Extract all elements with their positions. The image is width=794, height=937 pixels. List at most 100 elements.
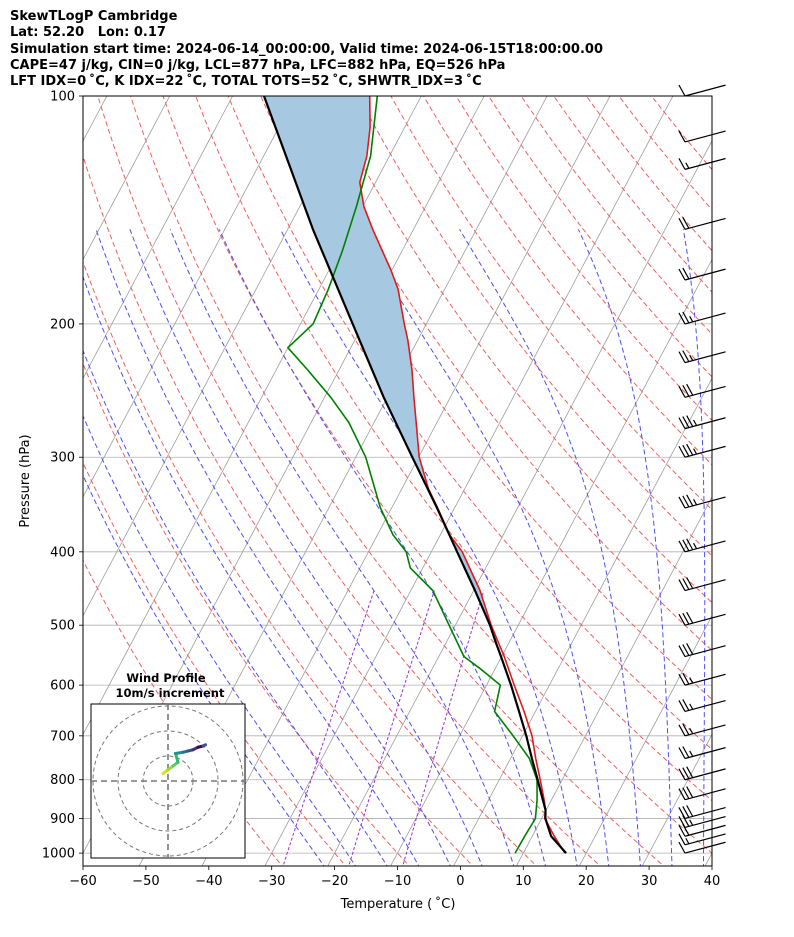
wind-barb (678, 84, 726, 97)
wind-barb (678, 805, 726, 820)
y-axis-label: Pressure (hPa) (18, 434, 33, 527)
wind-barb (678, 383, 726, 398)
dry-adiabat (585, 96, 712, 252)
y-tick-label: 800 (50, 773, 75, 788)
mixing-ratio-line (348, 590, 435, 866)
wind-barb (678, 494, 726, 509)
y-tick-label: 700 (50, 729, 75, 744)
dry-adiabat (83, 461, 347, 866)
x-tick-label: −50 (132, 874, 159, 889)
wind-barb (678, 672, 726, 686)
isotherm-line (83, 96, 296, 498)
hodograph-segment (174, 752, 180, 764)
dry-adiabat (357, 96, 712, 557)
dry-adiabat (390, 96, 712, 511)
wind-barb (678, 216, 726, 230)
moist-adiabat (682, 229, 706, 866)
axes: −60 −50 −40 −30 −20 −10 0 10 20 30 40 100 200 300 400 5… (42, 90, 720, 890)
cape-area (264, 96, 499, 642)
moist-adiabat (129, 229, 483, 866)
moist-adiabat (83, 349, 388, 866)
wind-barbs (678, 84, 726, 854)
isotherm-line (578, 614, 712, 866)
dry-adiabat (422, 96, 712, 466)
dry-adiabat (97, 96, 601, 866)
wind-barb (678, 311, 726, 325)
y-tick-label: 300 (50, 451, 75, 466)
hodograph-ring (117, 730, 219, 832)
wind-barb (678, 643, 726, 658)
wind-barb (678, 723, 726, 737)
chart-title: SkewTLogP Cambridge (10, 9, 178, 24)
hodograph-inset: Wind Profile 10m/s increment (90, 671, 246, 859)
hodograph-subtitle: 10m/s increment (116, 686, 225, 700)
chart-header: SkewTLogP Cambridge Lat: 52.20 Lon: 0.17 S… (10, 9, 603, 90)
wind-barb (678, 833, 726, 846)
hodograph-segment (201, 743, 207, 748)
wind-barb (678, 815, 726, 829)
hodograph-title: Wind Profile (126, 671, 206, 685)
dry-adiabat (83, 154, 538, 866)
dry-adiabat (488, 96, 712, 378)
wind-barb (678, 577, 726, 592)
dry-adiabat (129, 96, 665, 866)
isotherm-line (327, 140, 712, 866)
dry-adiabat (553, 96, 712, 293)
x-tick-label: −40 (195, 874, 222, 889)
indices-line-1: CAPE=47 j/kg, CIN=0 j/kg, LCL=877 hPa, L… (10, 57, 506, 73)
y-tick-label: 500 (50, 619, 75, 634)
wind-barb (678, 157, 726, 170)
moist-adiabat (279, 229, 578, 866)
x-tick-label: −10 (384, 874, 411, 889)
dry-adiabat (618, 96, 712, 211)
dry-adiabat (162, 96, 712, 854)
x-tick-label: 40 (704, 874, 721, 889)
wind-barb (678, 746, 726, 760)
x-axis-label: Temperature ( ˚C) (340, 896, 456, 912)
moist-adiabat (577, 229, 673, 866)
wind-barb (678, 267, 726, 281)
x-tick-label: 0 (456, 874, 464, 889)
x-tick-label: −20 (321, 874, 348, 889)
isotherm-line (201, 96, 611, 866)
dry-adiabat (260, 96, 712, 701)
wind-barb (678, 611, 726, 626)
moist-adiabat (358, 229, 610, 866)
wind-barb (678, 538, 726, 553)
dewpoint-profile (287, 96, 538, 854)
dry-adiabat (292, 96, 712, 652)
moist-adiabat (218, 229, 547, 866)
location-line: Lat: 52.20 Lon: 0.17 (10, 25, 166, 41)
isotherm-line (83, 96, 359, 617)
time-line: Simulation start time: 2024-06-14_00:00:… (10, 41, 603, 57)
dry-adiabat (455, 96, 712, 422)
parcel-profile (262, 96, 567, 854)
y-tick-label: 200 (50, 317, 75, 332)
x-tick-label: 20 (578, 874, 595, 889)
moist-adiabat (83, 275, 420, 866)
moist-adiabat (459, 229, 641, 866)
indices-line-2: LFT IDX=0 ˚C, K IDX=22 ˚C, TOTAL TOTS=52… (10, 74, 482, 90)
wind-barb (678, 841, 726, 854)
wind-barb (678, 350, 726, 364)
wind-barb (678, 699, 726, 713)
x-tick-label: −60 (69, 874, 96, 889)
moist-adiabat (169, 229, 515, 866)
x-tick-label: 30 (641, 874, 658, 889)
y-tick-label: 100 (50, 90, 75, 105)
y-tick-label: 400 (50, 545, 75, 560)
wind-barb (678, 823, 726, 837)
wind-barb (678, 443, 726, 458)
temperature-profile (359, 96, 566, 854)
wind-barb (678, 786, 726, 801)
wind-barb (678, 766, 726, 781)
dry-adiabat (325, 96, 712, 604)
y-tick-label: 600 (50, 679, 75, 694)
mixing-ratio-line (282, 590, 375, 866)
isotherm-line (704, 852, 712, 866)
moist-adiabat (95, 229, 451, 866)
wind-barb (678, 415, 726, 430)
y-tick-label: 900 (50, 812, 75, 827)
x-tick-label: 10 (515, 874, 532, 889)
